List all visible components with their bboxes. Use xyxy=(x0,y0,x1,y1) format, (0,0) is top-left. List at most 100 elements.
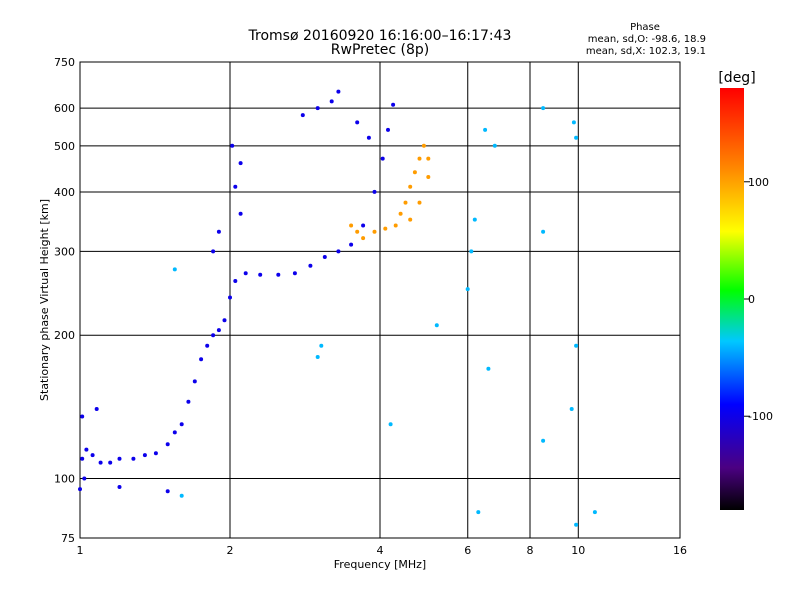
data-point xyxy=(233,279,238,283)
data-point xyxy=(276,272,281,277)
data-point xyxy=(172,267,177,272)
data-point xyxy=(211,249,216,254)
data-point xyxy=(131,456,136,461)
grid-lines xyxy=(79,61,681,539)
data-point xyxy=(361,223,366,228)
data-point xyxy=(322,255,327,259)
data-point xyxy=(233,184,238,189)
data-point xyxy=(90,453,95,458)
data-point xyxy=(388,422,393,427)
data-point xyxy=(292,271,297,276)
chart-subtitle: RwPretec (8p) xyxy=(331,42,429,58)
data-point xyxy=(258,272,263,277)
data-points xyxy=(78,89,597,527)
data-point xyxy=(211,333,216,338)
y-tick-label: 400 xyxy=(54,186,75,199)
y-tick-label: 500 xyxy=(54,140,75,153)
y-tick-label: 600 xyxy=(54,102,75,115)
data-point xyxy=(541,438,546,443)
data-point xyxy=(541,106,546,111)
data-point xyxy=(380,156,385,161)
data-point xyxy=(94,407,99,411)
data-point xyxy=(366,135,371,140)
x-tick-labels: 1 2 4 6 8 10 16 xyxy=(77,544,688,557)
data-point xyxy=(98,460,103,465)
data-point xyxy=(372,189,377,194)
data-point xyxy=(84,447,89,452)
data-point xyxy=(472,217,477,222)
y-tick-label: 750 xyxy=(54,56,75,69)
data-point xyxy=(486,366,491,371)
data-point xyxy=(574,343,579,348)
data-point xyxy=(465,287,470,292)
data-point xyxy=(222,318,227,323)
data-point xyxy=(199,357,204,362)
data-point xyxy=(408,217,413,222)
data-point xyxy=(117,456,122,461)
data-point xyxy=(412,170,417,175)
x-tick-label: 4 xyxy=(377,544,384,557)
stats-o-line: mean, sd,O: -98.6, 18.9 xyxy=(588,34,706,45)
colorbar-tick-label: -100 xyxy=(748,410,773,423)
data-point xyxy=(80,456,85,461)
stats-heading: Phase xyxy=(630,22,660,33)
data-point xyxy=(408,184,413,189)
data-point xyxy=(300,113,305,118)
data-point xyxy=(426,175,431,179)
data-point xyxy=(398,211,403,216)
data-point xyxy=(315,106,320,111)
data-point xyxy=(403,200,408,205)
data-point xyxy=(336,249,341,254)
data-point xyxy=(315,355,320,359)
data-point xyxy=(434,323,439,328)
data-point xyxy=(172,430,177,435)
data-point xyxy=(386,127,390,132)
data-point xyxy=(336,89,341,94)
data-point xyxy=(179,422,184,427)
data-point xyxy=(393,223,398,228)
data-point xyxy=(78,487,82,492)
x-tick-label: 1 xyxy=(77,544,84,557)
colorbar-tick-label: 100 xyxy=(748,176,769,189)
data-point xyxy=(117,485,122,489)
data-point xyxy=(355,120,360,125)
x-tick-label: 16 xyxy=(673,544,687,557)
data-point xyxy=(417,200,422,205)
data-point xyxy=(153,451,158,456)
x-tick-label: 2 xyxy=(227,544,234,557)
x-tick-label: 10 xyxy=(571,544,585,557)
y-tick-labels: 75 100 200 300 400 500 600 750 xyxy=(54,56,75,545)
data-point xyxy=(476,510,481,515)
data-point xyxy=(483,127,488,132)
data-point xyxy=(361,236,366,241)
data-point xyxy=(349,223,354,228)
y-tick-label: 200 xyxy=(54,329,75,342)
data-point xyxy=(574,522,579,527)
colorbar-label: [deg] xyxy=(718,70,755,86)
data-point xyxy=(355,229,360,234)
data-point xyxy=(319,343,324,348)
data-point xyxy=(426,156,431,161)
data-point xyxy=(165,442,170,447)
data-point xyxy=(179,493,184,498)
x-tick-label: 8 xyxy=(527,544,534,557)
data-point xyxy=(230,143,235,148)
data-point xyxy=(372,229,377,234)
data-point xyxy=(571,120,576,125)
y-tick-label: 75 xyxy=(61,532,75,545)
data-point xyxy=(228,295,232,300)
data-point xyxy=(492,143,497,148)
y-axis-label: Stationary phase Virtual Height [km] xyxy=(38,199,51,401)
data-point xyxy=(569,407,574,411)
y-tick-label: 300 xyxy=(54,245,75,258)
data-point xyxy=(80,414,85,419)
data-point xyxy=(82,476,87,481)
data-point xyxy=(205,343,210,348)
stats-x-line: mean, sd,X: 102.3, 19.1 xyxy=(586,46,706,57)
data-point xyxy=(216,229,221,234)
data-point xyxy=(108,460,113,465)
data-point xyxy=(238,211,243,216)
data-point xyxy=(574,135,579,140)
data-point xyxy=(391,102,396,107)
